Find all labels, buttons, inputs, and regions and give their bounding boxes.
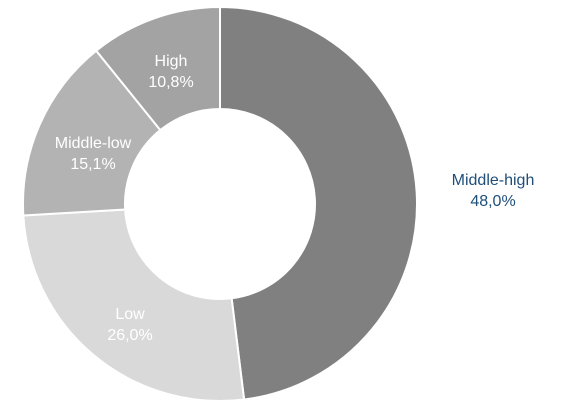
slice-category-middle-high: Middle-high [452, 172, 535, 189]
slice-label-high: High 10,8% [148, 53, 193, 91]
slice-high [94, 5, 221, 132]
slice-value-low: 26,0% [107, 327, 152, 344]
slice-labels: Middle-high 48,0% Low 26,0% Middle-low 15,1% H… [55, 53, 535, 344]
slice-label-low: Low 26,0% [107, 306, 152, 344]
slice-category-low: Low [115, 306, 145, 323]
slice-value-high: 10,8% [148, 74, 193, 91]
slice-category-middle-low: Middle-low [55, 135, 132, 152]
slice-value-middle-high: 48,0% [470, 193, 515, 210]
slice-middle-high [219, 5, 418, 401]
slice-value-middle-low: 15,1% [70, 156, 115, 173]
slice-label-middle-low: Middle-low 15,1% [55, 135, 132, 173]
slice-label-middle-high: Middle-high 48,0% [452, 172, 535, 210]
donut-slices [22, 5, 418, 401]
slice-low [22, 208, 246, 401]
slice-category-high: High [155, 53, 188, 70]
